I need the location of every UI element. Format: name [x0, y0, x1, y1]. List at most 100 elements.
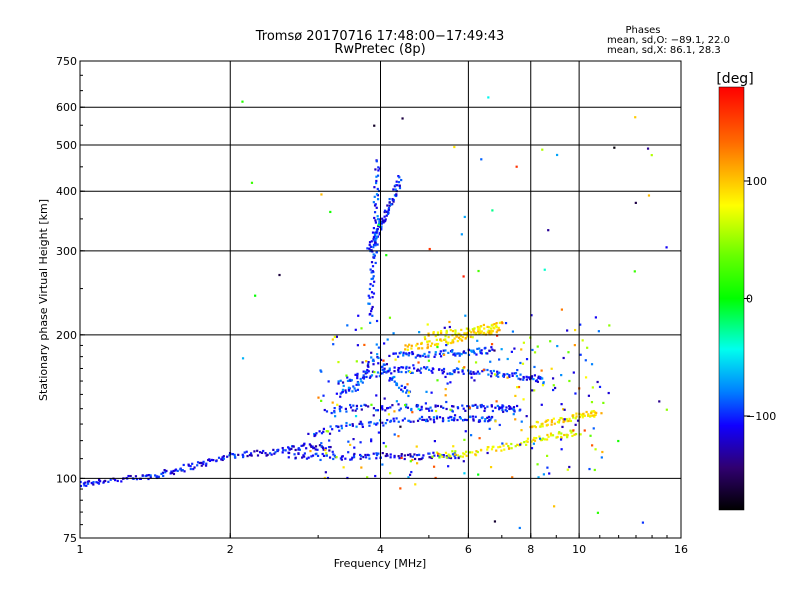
echo-point — [591, 414, 594, 417]
echo-point — [200, 461, 203, 465]
echo-point — [314, 445, 318, 448]
echo-point — [328, 439, 331, 442]
echo-point — [533, 351, 537, 354]
echo-point — [462, 418, 466, 422]
echo-point — [377, 166, 380, 169]
echo-point — [453, 369, 456, 372]
echo-point — [340, 424, 343, 427]
echo-point — [461, 404, 464, 407]
echo-point — [316, 454, 320, 457]
echo-point — [406, 389, 409, 392]
echo-point — [473, 372, 476, 375]
echo-point — [380, 222, 383, 225]
echo-point — [480, 405, 483, 409]
echo-point — [419, 408, 422, 412]
echo-point — [542, 382, 545, 385]
echo-point — [373, 234, 377, 237]
echo-point — [439, 355, 443, 358]
echo-point — [198, 461, 201, 465]
echo-point — [447, 419, 450, 422]
echo-point — [490, 343, 494, 346]
echo-point — [608, 324, 611, 327]
echo-point — [393, 456, 396, 459]
echo-point — [411, 352, 415, 355]
echo-point — [335, 456, 338, 459]
echo-point — [372, 407, 376, 410]
echo-point — [581, 414, 584, 418]
echo-point — [374, 203, 377, 206]
echo-point — [392, 417, 395, 420]
echo-point — [441, 369, 444, 372]
echo-point — [479, 325, 482, 328]
echo-point — [476, 405, 479, 408]
echo-point — [200, 464, 203, 467]
echo-point — [157, 475, 160, 478]
echo-point — [436, 345, 439, 349]
echo-point — [392, 188, 395, 191]
echo-point — [248, 453, 252, 457]
echo-point — [297, 452, 300, 455]
echo-point — [129, 474, 132, 478]
echo-point — [375, 409, 378, 412]
echo-point — [397, 403, 400, 406]
echo-point — [340, 458, 343, 461]
echo-point — [507, 444, 510, 448]
echo-point — [665, 408, 668, 411]
echo-point — [491, 409, 495, 413]
echo-point — [466, 335, 469, 338]
echo-point — [381, 217, 384, 220]
phase-stats-x: mean, sd,X: 86.1, 28.3 — [607, 45, 721, 56]
echo-point — [408, 352, 411, 355]
echo-point — [476, 325, 479, 329]
echo-point — [495, 374, 498, 377]
echo-point — [389, 456, 392, 459]
echo-point — [375, 457, 378, 460]
echo-point — [438, 368, 441, 371]
echo-point — [538, 435, 541, 438]
echo-point — [607, 391, 610, 395]
echo-point — [594, 412, 597, 416]
echo-point — [397, 435, 400, 438]
echo-point — [342, 466, 345, 469]
echo-point — [486, 325, 489, 328]
echo-point — [452, 369, 455, 372]
echo-point — [246, 454, 249, 458]
echo-point — [440, 339, 443, 342]
echo-point — [378, 231, 381, 235]
echo-point — [407, 476, 410, 479]
echo-point — [385, 453, 388, 456]
echo-point — [420, 342, 423, 345]
echo-point — [412, 364, 415, 367]
echo-point — [322, 427, 326, 430]
echo-point — [384, 445, 388, 448]
echo-point — [163, 468, 166, 472]
echo-point — [545, 454, 549, 457]
echo-point — [320, 445, 323, 448]
echo-point — [416, 419, 420, 422]
echo-point — [359, 377, 362, 381]
echo-point — [428, 340, 431, 343]
echo-point — [460, 353, 463, 356]
echo-point — [383, 363, 386, 366]
echo-point — [478, 372, 481, 375]
echo-point — [437, 454, 440, 457]
echo-point — [278, 273, 281, 277]
echo-point — [324, 449, 327, 452]
echo-point — [463, 215, 466, 219]
echo-point — [467, 348, 471, 352]
echo-point — [367, 302, 370, 305]
echo-point — [551, 434, 555, 437]
echo-point — [586, 346, 589, 349]
echo-point — [360, 408, 363, 411]
echo-point — [521, 362, 525, 365]
echo-point — [530, 440, 533, 443]
echo-point — [491, 209, 494, 212]
y-tick-label: 75 — [63, 532, 77, 545]
echo-point — [488, 326, 491, 329]
echo-point — [499, 406, 502, 410]
echo-point — [547, 435, 550, 438]
echo-point — [422, 454, 425, 457]
echo-point — [99, 480, 102, 483]
echo-point — [405, 365, 408, 369]
echo-point — [389, 419, 393, 422]
